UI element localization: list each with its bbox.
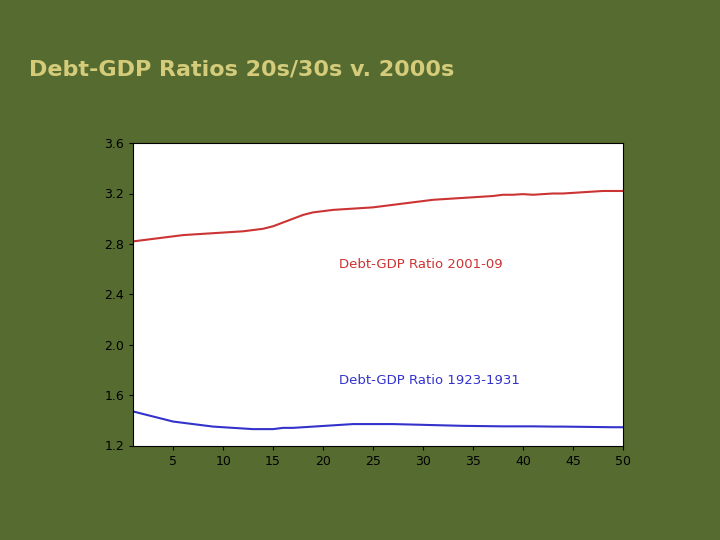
Text: Debt-GDP Ratio 1923-1931: Debt-GDP Ratio 1923-1931 xyxy=(339,374,520,387)
Text: Debt-GDP Ratios 20s/30s v. 2000s: Debt-GDP Ratios 20s/30s v. 2000s xyxy=(29,59,454,79)
Text: Debt-GDP Ratio 2001-09: Debt-GDP Ratio 2001-09 xyxy=(339,258,503,271)
